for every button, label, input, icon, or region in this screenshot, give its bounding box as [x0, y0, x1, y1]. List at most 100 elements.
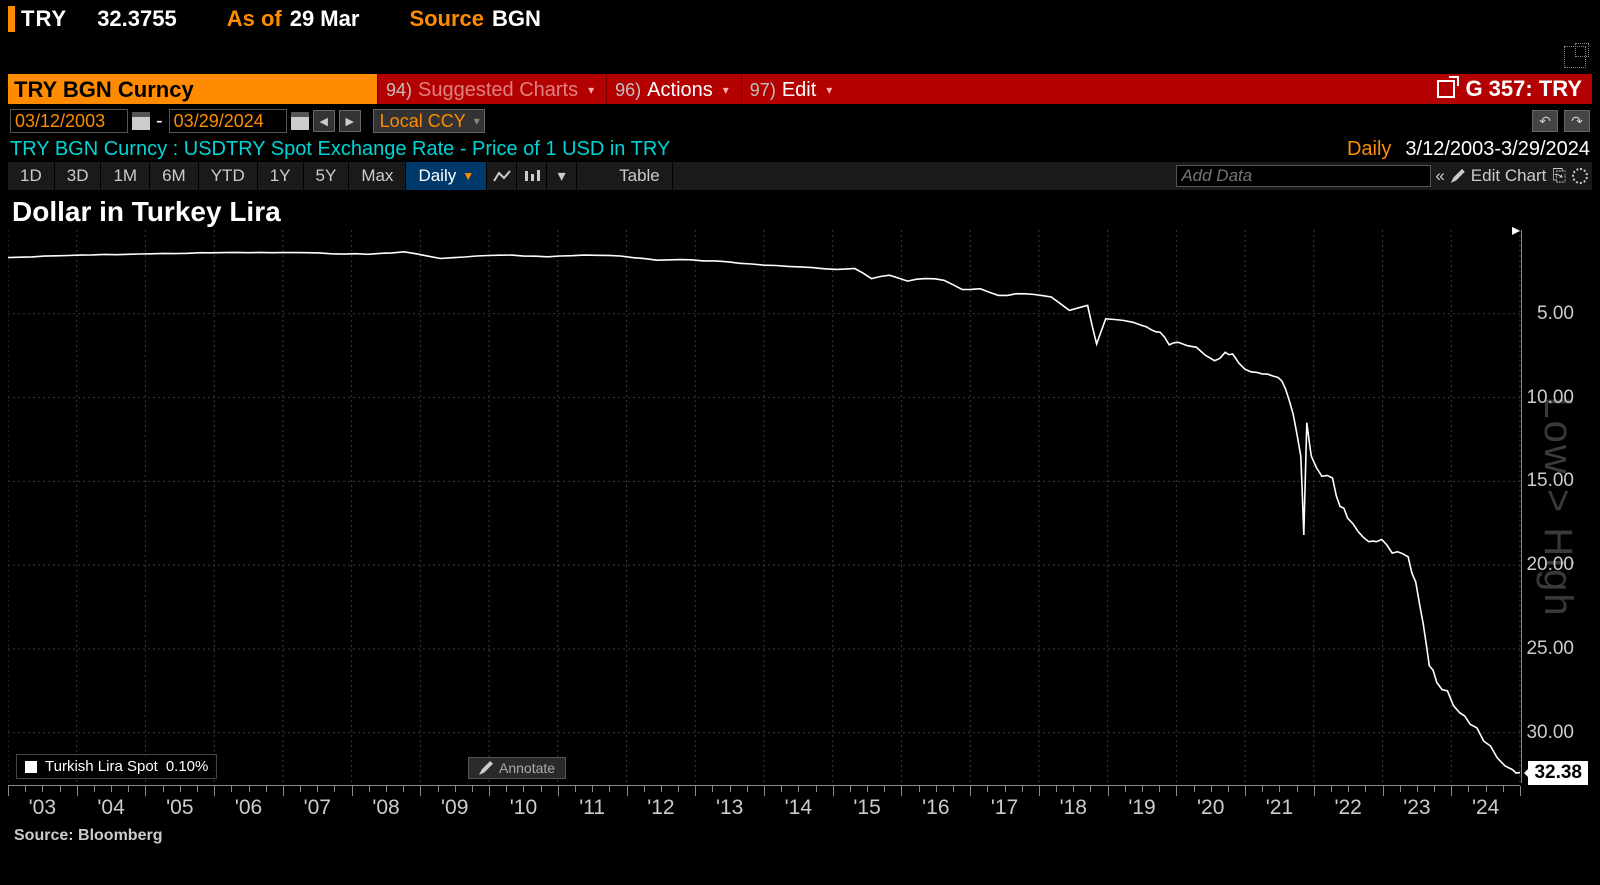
date-range-bar: - ◄ ► Local CCY ↶ ↷ — [8, 106, 1592, 136]
calendar-icon[interactable] — [132, 112, 150, 130]
frequency-label: Daily — [1347, 138, 1391, 161]
chart-panel: Dollar in Turkey Lira Low > High ▸ Turki… — [8, 190, 1592, 823]
menu-label: Suggested Charts — [418, 79, 578, 102]
date-to-input[interactable] — [169, 109, 287, 133]
x-tick-label: '23 — [1403, 796, 1430, 820]
calendar-icon[interactable] — [291, 112, 309, 130]
edit-chart-button[interactable]: Edit Chart — [1471, 166, 1547, 186]
x-tick-label: '13 — [716, 796, 743, 820]
x-tick-label: '20 — [1197, 796, 1224, 820]
x-tick-label: '17 — [991, 796, 1018, 820]
legend-pct: 0.10% — [166, 758, 209, 775]
export-icon[interactable]: ⎘ — [1552, 166, 1566, 186]
chart-title: Dollar in Turkey Lira — [12, 196, 281, 228]
y-tick-label: 30.00 — [1526, 722, 1574, 744]
line-chart-icon[interactable] — [487, 162, 517, 190]
security-input[interactable]: TRY BGN Curncy — [8, 74, 377, 104]
x-tick-label: '04 — [97, 796, 124, 820]
legend-swatch — [25, 761, 37, 773]
command-bar: TRY BGN Curncy 94) Suggested Charts ▾ 96… — [8, 74, 1592, 104]
table-button[interactable]: Table — [607, 162, 673, 190]
y-axis-line — [1521, 230, 1522, 783]
range-1y[interactable]: 1Y — [258, 162, 304, 190]
source-footer: Source: Bloomberg — [14, 827, 162, 845]
x-tick-label: '09 — [441, 796, 468, 820]
range-toolbar: 1D3D1M6MYTD1Y5YMaxDaily ▼ ▾ Table « Edit Cha… — [8, 162, 1592, 190]
chevron-down-icon: ▾ — [723, 83, 729, 97]
x-tick-label: '12 — [647, 796, 674, 820]
x-tick-label: '14 — [785, 796, 812, 820]
frequency-select[interactable]: Daily ▼ — [406, 162, 487, 190]
menu-code: 97) — [750, 80, 776, 101]
chevron-down-icon: ▾ — [588, 83, 594, 97]
source-value: BGN — [492, 6, 541, 32]
asof-value: 29 Mar — [290, 6, 360, 32]
quote-symbol: TRY — [21, 6, 67, 32]
prev-button[interactable]: ◄ — [313, 110, 335, 132]
candle-chart-icon[interactable] — [517, 162, 547, 190]
popout-icon[interactable] — [1564, 46, 1586, 68]
y-tick-label: 20.00 — [1526, 554, 1574, 576]
range-1m[interactable]: 1M — [101, 162, 150, 190]
description-line: TRY BGN Curncy : USDTRY Spot Exchange Ra… — [10, 136, 1590, 162]
x-tick-label: '11 — [579, 796, 605, 820]
suggested-charts-menu[interactable]: 94) Suggested Charts ▾ — [377, 74, 606, 104]
quote-line: TRY 32.3755 As of 29 Mar Source BGN — [0, 0, 1600, 38]
x-tick-label: '24 — [1472, 796, 1499, 820]
x-tick-label: '15 — [853, 796, 880, 820]
menu-label: Edit — [782, 79, 816, 102]
x-tick-label: '21 — [1266, 796, 1293, 820]
date-from-input[interactable] — [10, 109, 128, 133]
x-tick-label: '22 — [1334, 796, 1361, 820]
last-price-badge: 32.38 — [1528, 761, 1588, 785]
pencil-icon — [1451, 169, 1465, 183]
x-tick-label: '07 — [304, 796, 331, 820]
launchpad-code: G 357: TRY — [1465, 76, 1582, 102]
undo-button[interactable]: ↶ — [1532, 110, 1558, 132]
menu-label: Actions — [647, 79, 713, 102]
range-ytd[interactable]: YTD — [199, 162, 258, 190]
date-range-label: 3/12/2003-3/29/2024 — [1405, 138, 1590, 161]
chart-legend[interactable]: Turkish Lira Spot 0.10% — [16, 754, 217, 779]
more-chart-types[interactable]: ▾ — [547, 162, 577, 190]
menu-code: 94) — [386, 80, 412, 101]
range-5y[interactable]: 5Y — [304, 162, 350, 190]
y-tick-label: 5.00 — [1537, 303, 1574, 325]
security-description: TRY BGN Curncy : USDTRY Spot Exchange Ra… — [10, 138, 670, 161]
x-tick-label: '08 — [372, 796, 399, 820]
currency-select[interactable]: Local CCY — [373, 109, 485, 133]
legend-label: Turkish Lira Spot — [45, 758, 158, 775]
annotate-label: Annotate — [499, 760, 555, 776]
x-axis: '03'04'05'06'07'08'09'10'11'12'13'14'15'… — [8, 785, 1520, 823]
dash: - — [154, 110, 165, 133]
edit-menu[interactable]: 97) Edit ▾ — [741, 74, 845, 104]
y-axis-pointer-icon: ▸ — [1512, 220, 1520, 240]
range-max[interactable]: Max — [349, 162, 406, 190]
actions-menu[interactable]: 96) Actions ▾ — [606, 74, 741, 104]
next-button[interactable]: ► — [339, 110, 361, 132]
x-tick-label: '10 — [510, 796, 537, 820]
pencil-icon — [479, 761, 493, 775]
x-tick-label: '18 — [1060, 796, 1087, 820]
gear-icon[interactable] — [1572, 168, 1588, 184]
price-chart[interactable] — [8, 230, 1592, 783]
external-link-icon[interactable] — [1437, 80, 1455, 98]
asof-label: As of — [227, 6, 282, 32]
x-tick-label: '06 — [235, 796, 262, 820]
add-data-input[interactable] — [1176, 165, 1431, 187]
quote-accent — [8, 6, 15, 32]
range-1d[interactable]: 1D — [8, 162, 55, 190]
y-tick-label: 15.00 — [1526, 470, 1574, 492]
chevron-down-icon: ▾ — [826, 83, 832, 97]
x-tick-label: '19 — [1128, 796, 1155, 820]
redo-button[interactable]: ↷ — [1564, 110, 1590, 132]
x-tick-label: '16 — [922, 796, 949, 820]
x-tick-label: '03 — [29, 796, 56, 820]
collapse-icon[interactable]: « — [1435, 166, 1444, 186]
source-label: Source — [409, 6, 484, 32]
range-3d[interactable]: 3D — [55, 162, 102, 190]
annotate-button[interactable]: Annotate — [468, 757, 566, 779]
y-tick-label: 25.00 — [1526, 638, 1574, 660]
range-6m[interactable]: 6M — [150, 162, 199, 190]
quote-value: 32.3755 — [97, 6, 177, 32]
